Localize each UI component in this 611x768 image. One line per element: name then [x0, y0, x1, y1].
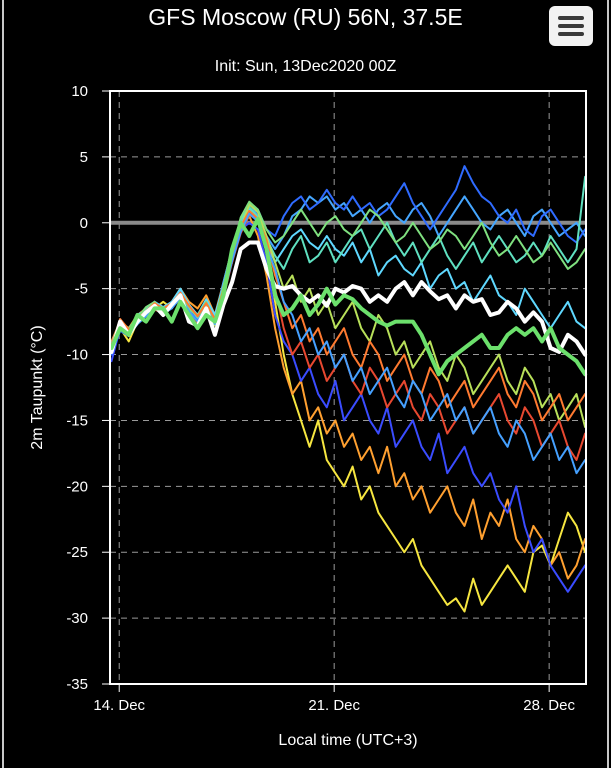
series-line — [110, 209, 587, 422]
y-tick-label: -15 — [66, 412, 88, 429]
x-tick-labels: 14. Dec 21. Dec 28. Dec — [93, 684, 575, 714]
left-frame-line — [2, 0, 4, 768]
series-line — [110, 195, 587, 349]
series-line — [110, 215, 587, 580]
x-tick-label: 28. Dec — [523, 697, 575, 714]
x-axis-label: Local time (UTC+3) — [278, 732, 417, 749]
series-line — [110, 212, 587, 475]
plot-frame — [109, 90, 587, 685]
series-layer — [109, 165, 588, 613]
series-line — [110, 208, 587, 613]
y-tick-label: -30 — [66, 610, 88, 627]
y-tick-label: -20 — [66, 478, 88, 495]
series-line — [110, 221, 587, 593]
series-line — [109, 216, 588, 377]
y-tick-label: 5 — [80, 149, 88, 166]
x-tick-label: 14. Dec — [93, 697, 145, 714]
series-line — [110, 200, 587, 348]
y-tick-label: -5 — [75, 281, 88, 298]
right-frame-line — [607, 0, 609, 768]
x-tick-label: 21. Dec — [308, 697, 360, 714]
series-line — [110, 208, 587, 345]
chart-title: GFS Moscow (RU) 56N, 37.5E — [148, 4, 463, 30]
y-tick-labels: 10 5 0 -5 -10 -15 -20 -25 -30 -35 — [66, 83, 110, 693]
series-line — [109, 240, 588, 357]
hamburger-menu-button[interactable] — [549, 6, 593, 46]
y-tick-label: -25 — [66, 544, 88, 561]
chart-subtitle: Init: Sun, 13Dec2020 00Z — [214, 58, 397, 75]
series-line — [110, 213, 587, 461]
y-axis-label: 2m Taupunkt (°C) — [29, 325, 46, 449]
y-tick-label: 10 — [71, 83, 88, 100]
y-tick-label: -10 — [66, 347, 88, 364]
y-tick-label: -35 — [66, 676, 88, 693]
y-tick-label: 0 — [80, 215, 88, 232]
grid-lines — [110, 91, 586, 684]
